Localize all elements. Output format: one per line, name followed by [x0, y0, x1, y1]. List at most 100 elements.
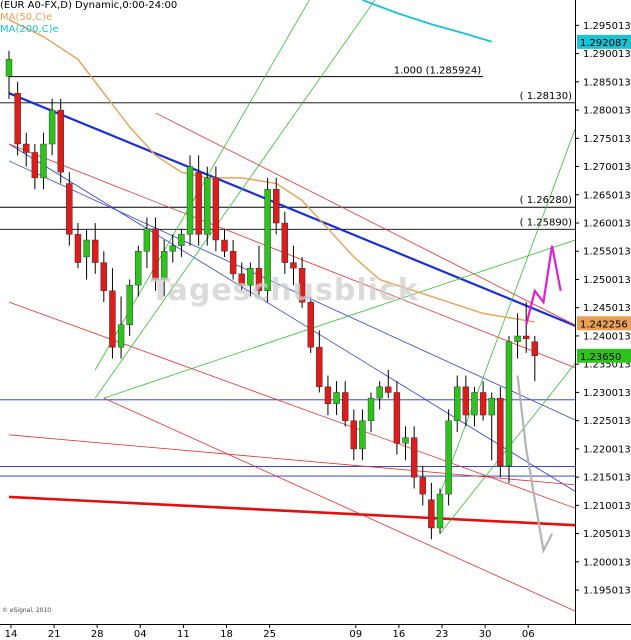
- candle-body: [91, 239, 99, 263]
- candle-body: [488, 397, 495, 416]
- candle-body: [523, 335, 530, 340]
- trendline: [8, 495, 575, 527]
- candle-body: [367, 397, 375, 421]
- candle-body: [359, 420, 366, 450]
- x-tick-label: 09: [349, 629, 362, 640]
- candle-body: [31, 152, 39, 179]
- candle-body: [402, 437, 409, 444]
- candle-body: [195, 172, 202, 235]
- x-tick-label: 16: [393, 629, 406, 640]
- candle-body: [204, 177, 211, 235]
- candle-body: [186, 166, 194, 235]
- y-tick-label: 1.270013: [583, 162, 631, 173]
- candle-body: [57, 109, 64, 173]
- candle-body: [505, 341, 513, 467]
- y-tick-label: 1.240013: [583, 331, 631, 342]
- candle-body: [445, 420, 452, 495]
- y-tick-label: 1.230013: [583, 388, 631, 399]
- candle-body: [178, 234, 185, 246]
- x-tick-label: 30: [479, 629, 492, 640]
- current-price-label: 1.23650: [580, 352, 621, 363]
- candle-body: [428, 499, 435, 529]
- candle-body: [143, 228, 151, 252]
- level-label: ( 1.28130): [520, 91, 572, 102]
- candle-body: [290, 262, 297, 269]
- ma200-price-label: 1.292087: [580, 38, 628, 49]
- trendline: [155, 112, 575, 326]
- level-label: ( 1.25890): [520, 217, 572, 228]
- level-label: ( 1.26280): [520, 195, 572, 206]
- x-tick-label: 28: [91, 629, 104, 640]
- x-tick-label: 04: [134, 629, 147, 640]
- y-tick-label: 1.245013: [583, 303, 631, 314]
- trendline: [8, 434, 575, 486]
- trendline: [8, 143, 575, 369]
- y-tick-label: 1.265013: [583, 190, 631, 201]
- candle-body: [531, 341, 539, 356]
- y-tick-label: 1.260013: [583, 218, 631, 229]
- candle-body: [454, 386, 461, 421]
- candle-body: [264, 188, 271, 292]
- candle-body: [393, 392, 401, 444]
- trendline: [8, 92, 575, 327]
- candle-body: [436, 493, 444, 529]
- trendline: [103, 397, 575, 612]
- level-label: 1.000 (1.285924): [394, 66, 481, 77]
- watermark: Tageschusblick: [150, 273, 419, 308]
- candle-body: [255, 268, 263, 292]
- x-tick-label: 06: [522, 629, 535, 640]
- chart-title: (EUR A0-FX,D) Dynamic,0:00-24:00: [0, 0, 178, 11]
- y-tick-label: 1.205013: [583, 529, 631, 540]
- candle-body: [316, 347, 323, 388]
- x-tick-label: 14: [5, 629, 18, 640]
- candle-body: [479, 392, 487, 416]
- candle-body: [462, 386, 470, 416]
- x-tick-label: 23: [436, 629, 449, 640]
- candle-body: [66, 183, 73, 235]
- candle-body: [350, 420, 357, 450]
- trendline: [8, 143, 575, 492]
- candle-body: [341, 392, 349, 421]
- candle-body: [40, 143, 47, 179]
- ma50-price-box: [577, 316, 631, 331]
- y-tick-label: 1.285013: [583, 77, 631, 88]
- candle-body: [281, 222, 289, 263]
- candle-body: [376, 386, 383, 399]
- candle-body: [229, 251, 237, 275]
- candle-body: [83, 239, 90, 258]
- y-tick-label: 1.215013: [583, 473, 631, 484]
- candle-body: [247, 268, 254, 286]
- candle-body: [74, 234, 82, 263]
- candle-body: [298, 268, 306, 303]
- y-tick-label: 1.200013: [583, 557, 631, 568]
- current-price-box: [577, 348, 631, 363]
- copyright-label: © eSignal, 2010: [2, 607, 52, 614]
- candle-body: [514, 335, 521, 342]
- y-tick-label: 1.295013: [583, 21, 631, 32]
- candle-body: [324, 386, 332, 404]
- ma50-legend: MA(50,C)e: [0, 12, 53, 23]
- candle-body: [109, 290, 116, 348]
- y-tick-label: 1.255013: [583, 247, 631, 258]
- x-tick-label: 11: [177, 629, 190, 640]
- projection-down-path: [516, 375, 554, 555]
- candle-body: [273, 188, 280, 224]
- ma200-line: [362, 0, 492, 43]
- candle-body: [221, 239, 228, 252]
- ma200-legend: MA(200,C)e: [0, 24, 59, 35]
- candle-body: [160, 251, 168, 280]
- candle-body: [333, 392, 340, 404]
- candle-body: [5, 59, 13, 77]
- ma50-price-label: 1.242256: [580, 319, 628, 330]
- candle-body: [471, 392, 478, 416]
- projection-up-path: [525, 245, 562, 325]
- y-tick-label: 1.290013: [583, 49, 631, 60]
- candle-body: [419, 476, 426, 495]
- y-tick-label: 1.220013: [583, 444, 631, 455]
- candle-body: [135, 251, 142, 286]
- x-tick-label: 25: [263, 629, 276, 640]
- ma200-price-box: [577, 34, 631, 49]
